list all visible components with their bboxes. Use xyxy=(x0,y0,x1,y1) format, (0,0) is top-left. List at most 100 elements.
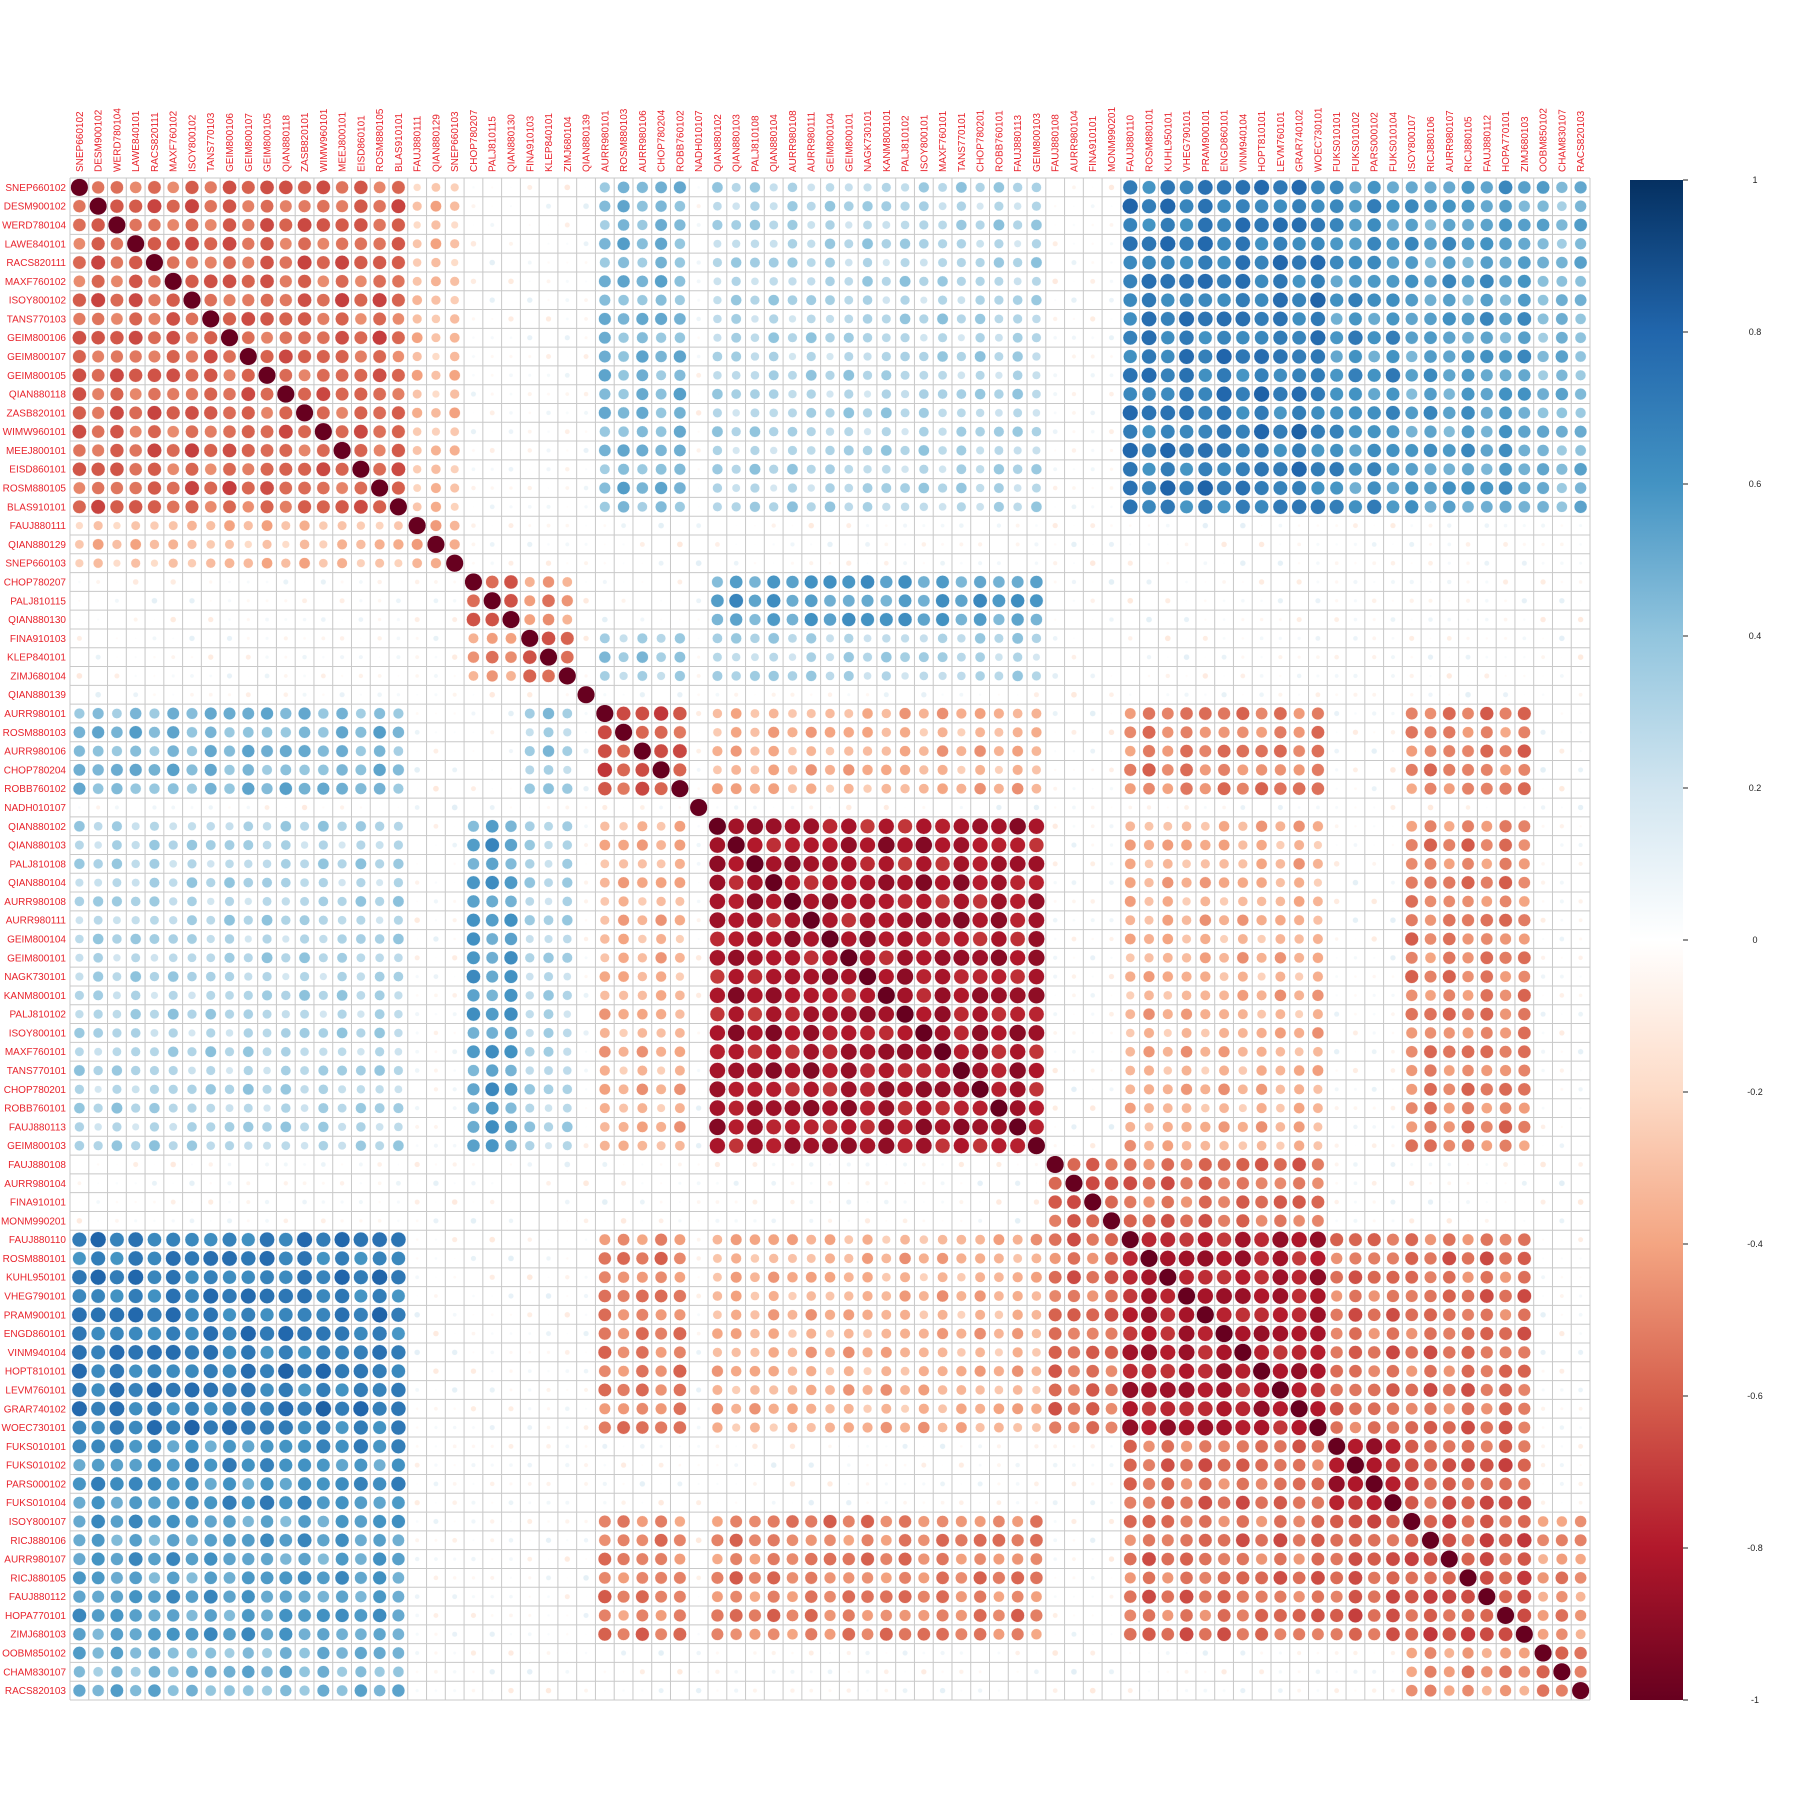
correlation-circle-QIAN880139-ISOY800102 xyxy=(190,693,194,697)
correlation-circle-SNEP660102-WIMW960101 xyxy=(316,180,330,194)
correlation-circle-ROSM880103-RACS820111 xyxy=(149,727,161,739)
correlation-circle-WERD780104-GEIM800101 xyxy=(845,221,853,229)
correlation-circle-QIAN880102-MEEJ800101 xyxy=(337,821,347,831)
correlation-circle-ISOY800102-GEIM800101 xyxy=(844,296,853,305)
correlation-circle-BLAS910101-FUKS010102 xyxy=(1349,500,1363,514)
correlation-circle-ZASB820101-ROSM880103 xyxy=(618,407,630,419)
correlation-circle-RACS820111-FUKS010102 xyxy=(1349,256,1363,270)
correlation-circle-SNEP660103-ENGD860101 xyxy=(1223,562,1225,564)
correlation-circle-AURR980111-FINA910103 xyxy=(524,915,535,926)
correlation-circle-PALJ810108-ROSM880101 xyxy=(1145,859,1154,868)
correlation-circle-PRAM900101-ROSM880101 xyxy=(1141,1307,1158,1324)
correlation-circle-MAXF760102-FAUJ880113 xyxy=(1014,277,1022,285)
correlation-circle-PALJ810102-QIAN880103 xyxy=(728,1006,744,1022)
correlation-circle-LAWE840101-ROBB760102 xyxy=(674,238,685,249)
correlation-circle-AURR980111-ZASB820101 xyxy=(299,915,309,925)
correlation-circle-AURR980104-FAUJ880111 xyxy=(416,1182,418,1184)
correlation-circle-ZASB820101-DESM900102 xyxy=(92,407,105,420)
correlation-circle-GEIM800104-FAUJ880108 xyxy=(1054,938,1057,941)
correlation-circle-ZASB820101-TANS770103 xyxy=(204,406,218,420)
correlation-circle-SNEP660102-NAGK730101 xyxy=(863,183,872,192)
correlation-circle-NADH010107-ROSM880105 xyxy=(379,807,381,809)
correlation-circle-FAUJ880108-FINA910101 xyxy=(1086,1158,1100,1172)
correlation-circle-GEIM800101-ROSM880105 xyxy=(375,953,384,962)
correlation-circle-AURR980111-WERD780104 xyxy=(113,916,121,924)
correlation-circle-ROBB760102-WOEC730101 xyxy=(1311,782,1324,795)
correlation-circle-FAUJ880108-RICJ880106 xyxy=(1428,1162,1432,1166)
correlation-circle-FINA910103-FAUJ880111 xyxy=(415,637,418,640)
correlation-circle-CHOP780201-WIMW960101 xyxy=(318,1084,328,1094)
correlation-circle-QIAN880103-CHOP780207 xyxy=(467,838,480,851)
correlation-circle-QIAN880104-TANS770101 xyxy=(953,874,970,891)
correlation-circle-PALJ810108-RACS820111 xyxy=(149,859,159,869)
correlation-circle-AURR980106-AURR980101 xyxy=(598,744,612,758)
correlation-circle-QIAN880103-WERD780104 xyxy=(112,840,122,850)
correlation-circle-MONM990201-WOEC730101 xyxy=(1312,1215,1324,1227)
correlation-circle-ROSM880103-AURR980106 xyxy=(636,726,649,739)
correlation-circle-AURR980106-AURR980108 xyxy=(788,747,797,756)
correlation-circle-WIMW960101-ROBB760101 xyxy=(994,426,1004,436)
correlation-circle-PALJ810108-SNEP660102 xyxy=(74,858,85,869)
correlation-circle-QIAN880130-AURR980101 xyxy=(602,617,608,623)
correlation-circle-AURR980104-MONM990201 xyxy=(1105,1176,1119,1190)
correlation-circle-QIAN880130-PALJ810102 xyxy=(898,613,912,627)
correlation-circle-WIMW960101-SNEP660103 xyxy=(450,427,459,436)
correlation-circle-MEEJ800101-SNEP660102 xyxy=(73,444,86,457)
correlation-circle-FAUJ880111-CHOP780207 xyxy=(471,523,476,528)
correlation-circle-ROSM880103-FINA910101 xyxy=(1092,731,1094,733)
correlation-circle-RACS820111-QIAN880139 xyxy=(584,261,587,264)
correlation-circle-ROSM880103-VHEG790101 xyxy=(1180,726,1192,738)
correlation-circle-KLEP840101-TANS770103 xyxy=(208,654,214,660)
correlation-circle-GEIM800103-FINA910103 xyxy=(525,1141,535,1151)
correlation-circle-ZASB820101-ISOY800102 xyxy=(185,406,199,420)
correlation-circle-ROSM880101-ENGD860101 xyxy=(1216,1251,1232,1267)
correlation-circle-ROSM880105-ROBB760102 xyxy=(674,482,686,494)
correlation-circle-QIAN880129-WOEC730101 xyxy=(1316,543,1320,547)
correlation-circle-KLEP840101-FAUJ880108 xyxy=(1055,657,1056,658)
correlation-circle-QIAN880103-NADH010107 xyxy=(696,843,701,848)
correlation-circle-SNEP660102-RACS820111 xyxy=(148,181,161,194)
correlation-circle-FAUJ880111-AURR980108 xyxy=(791,525,793,527)
correlation-circle-MAXF760102-QIAN880102 xyxy=(713,277,721,285)
correlation-circle-NAGK730101-ROBB760101 xyxy=(991,969,1006,984)
correlation-circle-QIAN880103-RICJ880106 xyxy=(1424,838,1438,852)
correlation-circle-MONM990201-FUKS010104 xyxy=(1391,1219,1394,1222)
correlation-circle-MAXF760101-SNEP660103 xyxy=(452,1049,457,1054)
correlation-circle-QIAN880102-NAGK730101 xyxy=(860,819,875,834)
correlation-circle-KANM800101-HOPA770101 xyxy=(1500,989,1512,1001)
correlation-circle-AURR980101-EISD860101 xyxy=(356,708,366,718)
correlation-circle-SNEP660102-ROBB760101 xyxy=(993,182,1004,193)
correlation-circle-RACS820111-GEIM800104 xyxy=(825,257,835,267)
correlation-circle-GEIM800104-DESM900102 xyxy=(93,933,104,944)
correlation-circle-RACS820111-KLEP840101 xyxy=(547,261,550,264)
correlation-circle-FAUJ880108-KLEP840101 xyxy=(548,1164,549,1165)
correlation-circle-NAGK730101-FINA910101 xyxy=(1091,975,1094,978)
correlation-circle-KLEP840101-PALJ810115 xyxy=(486,651,499,664)
correlation-circle-DESM900102-FAUJ880108 xyxy=(1054,205,1057,208)
correlation-circle-KUHL950101-GEIM800101 xyxy=(844,1272,854,1282)
correlation-circle-EISD860101-GEIM800105 xyxy=(260,463,273,476)
correlation-circle-AURR980111-ROBB760102 xyxy=(674,915,685,926)
correlation-circle-GEIM800103-MEEJ800101 xyxy=(338,1141,346,1149)
correlation-circle-QIAN880104-ZIMJ680103 xyxy=(1518,877,1530,889)
correlation-circle-CHOP780207-ISOY800102 xyxy=(191,581,193,583)
correlation-circle-AURR980104-ZASB820101 xyxy=(302,1181,306,1185)
correlation-circle-QIAN880129-NAGK730101 xyxy=(865,542,870,547)
correlation-circle-QIAN880130-QIAN880130 xyxy=(502,611,520,629)
correlation-circle-GEIM800104-MEEJ800101 xyxy=(337,934,347,944)
correlation-circle-ROSM880101-WIMW960101 xyxy=(317,1252,331,1266)
correlation-circle-ZIMJ680104-FAUJ880108 xyxy=(1052,673,1058,679)
correlation-circle-ZASB820101-ISOY800107 xyxy=(1405,406,1418,419)
correlation-circle-GEIM800107-CHOP780207 xyxy=(472,355,475,358)
correlation-circle-QIAN880102-ZIMJ680104 xyxy=(562,821,572,831)
correlation-circle-AURR980108-FAUJ880113 xyxy=(1010,894,1026,910)
correlation-circle-GEIM800105-ISOY800102 xyxy=(185,369,198,382)
correlation-circle-AURR980104-GEIM800101 xyxy=(847,1182,850,1185)
correlation-circle-AURR980104-SNEP660102 xyxy=(77,1181,81,1185)
correlation-circle-FAUJ880110-GEIM800107 xyxy=(241,1233,255,1247)
correlation-circle-FAUJ880113-WIMW960101 xyxy=(318,1122,329,1133)
correlation-circle-GEIM800106-ROBB760101 xyxy=(995,334,1003,342)
correlation-circle-ISOY800101-HOPT810101 xyxy=(1256,1028,1267,1039)
correlation-circle-AURR980104-QIAN880129 xyxy=(433,1180,439,1186)
correlation-circle-TANS770103-FAUJ880110 xyxy=(1123,312,1137,326)
